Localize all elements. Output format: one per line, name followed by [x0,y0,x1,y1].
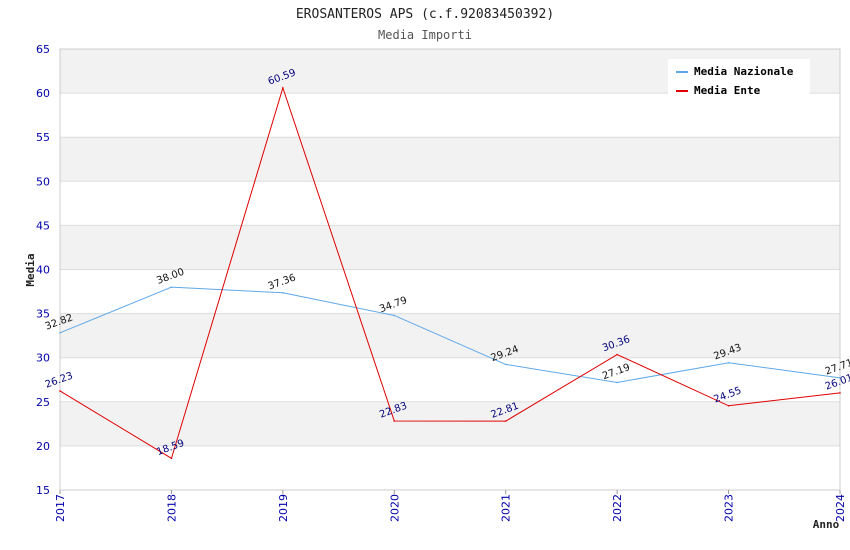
y-tick-label: 40 [36,264,50,277]
y-tick-label: 25 [36,396,50,409]
x-axis-ticks: 2017 2018 2019 2020 2021 2022 2023 2024 [54,490,847,522]
x-tick-label: 2020 [388,494,401,522]
data-point [282,87,284,89]
plot-band [60,401,840,446]
legend-box [668,59,810,97]
y-tick-label: 20 [36,440,50,453]
y-tick-label: 45 [36,219,50,232]
series-line-ente [59,86,841,460]
data-point [504,363,507,366]
data-point [393,420,396,422]
data-point [727,404,730,407]
plot-bands [60,49,840,446]
data-point [616,381,618,384]
y-tick-label: 60 [36,87,50,100]
plot-band [60,313,840,358]
data-point [170,286,173,288]
series-line-nazionale [59,286,841,383]
data-point [616,353,618,356]
data-point [839,392,841,394]
x-tick-label: 2017 [54,494,67,522]
y-tick-label: 15 [36,484,50,497]
plot-band [60,137,840,182]
legend: Media Nazionale Media Ente [668,59,810,97]
chart-subtitle: Media Importi [378,28,472,42]
x-tick-label: 2024 [834,494,847,522]
data-label: 27.19 [601,362,632,382]
y-tick-label: 65 [36,43,50,56]
y-tick-label: 55 [36,131,50,144]
plot-border [59,48,841,491]
legend-label-ente: Media Ente [694,84,761,97]
x-tick-label: 2022 [611,494,624,522]
y-tick-label: 30 [36,352,50,365]
data-label: 34.79 [378,295,409,315]
data-point [839,377,841,379]
data-point [727,361,730,364]
x-tick-label: 2018 [165,494,178,522]
data-point [170,457,173,460]
data-point [59,390,61,392]
chart-title: EROSANTEROS APS (c.f.92083450392) [296,7,554,22]
x-tick-label: 2023 [723,494,736,522]
x-tick-label: 2019 [277,494,290,522]
plot-band [60,225,840,270]
x-axis-label: Anno [813,518,840,531]
data-point [282,291,284,294]
series-lines [59,86,841,460]
x-tick-label: 2021 [500,494,513,522]
data-point [59,332,61,334]
data-point [504,420,507,422]
data-label: 26.23 [44,371,75,391]
y-tick-label: 50 [36,175,50,188]
data-point [393,314,396,317]
y-axis-ticks: 15 20 25 30 35 40 45 50 55 60 65 [36,43,50,497]
legend-label-nazionale: Media Nazionale [694,65,794,78]
y-axis-label: Media [24,253,37,286]
y-tick-label: 35 [36,308,50,321]
grid-lines [60,48,840,491]
data-label: 37.36 [267,272,298,292]
